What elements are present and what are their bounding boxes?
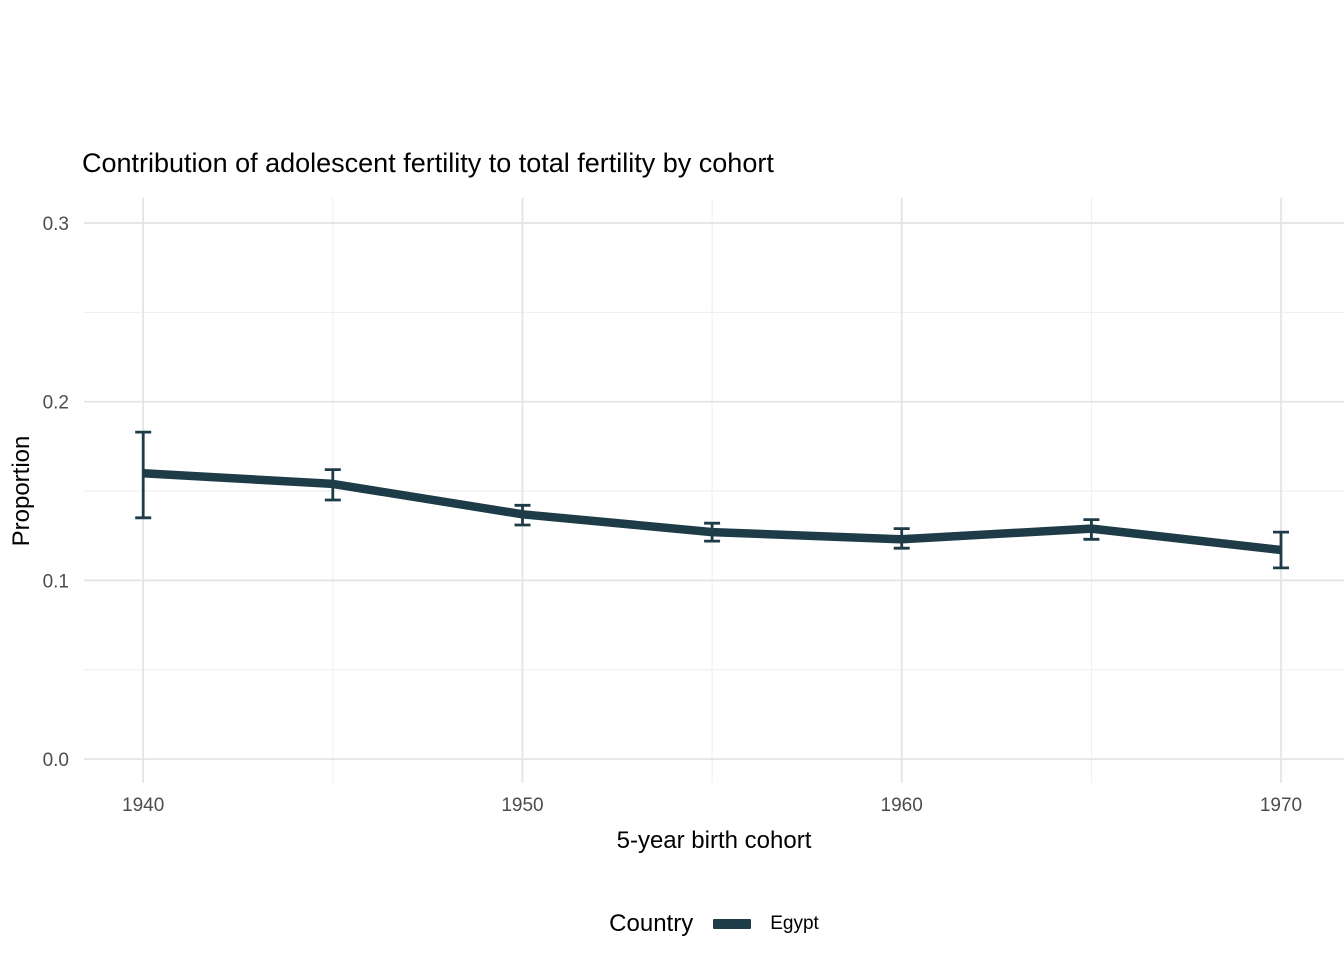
legend-key-egypt <box>713 919 752 929</box>
legend-title: Country <box>609 910 694 937</box>
tick-labels: 0.0 0.1 0.2 0.3 1940 1950 1960 1970 <box>43 214 1303 816</box>
x-tick-label: 1970 <box>1260 795 1302 816</box>
x-tick-label: 1950 <box>501 795 543 816</box>
x-tick-label: 1960 <box>881 795 923 816</box>
gridlines-minor <box>84 198 1344 783</box>
legend-label-egypt: Egypt <box>770 913 819 934</box>
x-axis-title: 5-year birth cohort <box>616 827 812 854</box>
chart-title: Contribution of adolescent fertility to … <box>82 148 774 178</box>
gridlines-major <box>84 198 1344 783</box>
y-tick-label: 0.3 <box>43 214 69 235</box>
y-tick-label: 0.2 <box>43 393 69 414</box>
legend: Country Egypt <box>84 903 1344 945</box>
y-tick-label: 0.0 <box>43 750 69 771</box>
y-tick-label: 0.1 <box>43 571 69 592</box>
x-tick-label: 1940 <box>122 795 164 816</box>
egypt-line-series <box>142 468 1282 555</box>
